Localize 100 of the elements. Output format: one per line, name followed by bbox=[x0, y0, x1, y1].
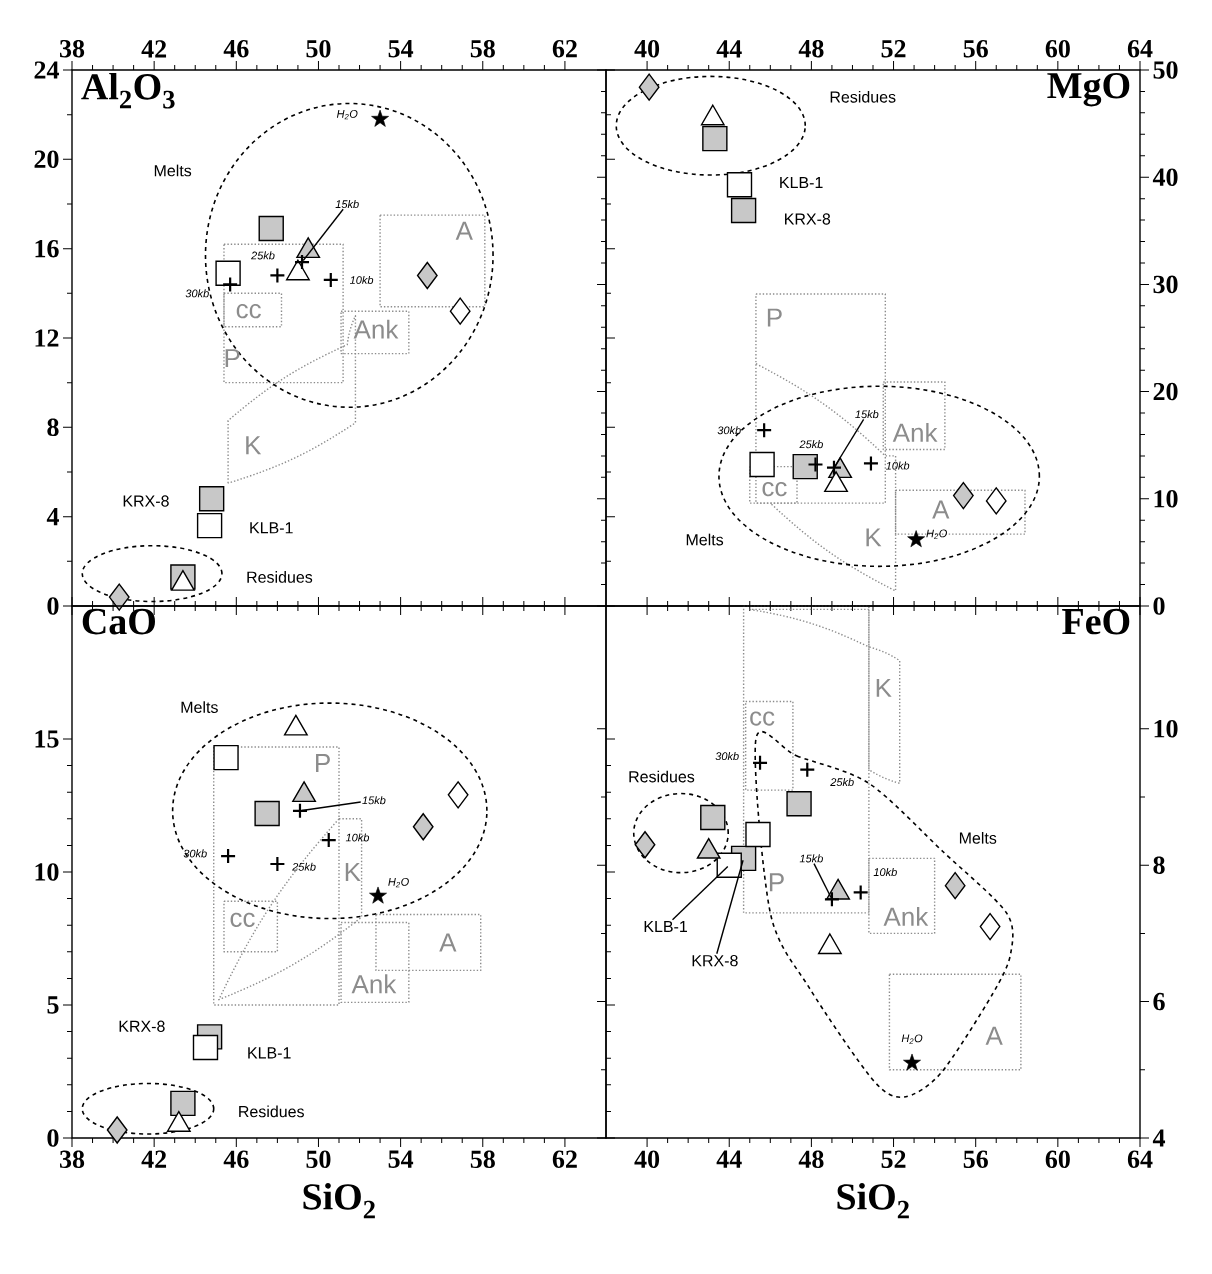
annotation: P bbox=[316, 753, 330, 772]
point bbox=[823, 891, 841, 908]
y-tick-label: 0 bbox=[47, 1129, 59, 1147]
annotation: 30kb bbox=[183, 849, 207, 858]
point bbox=[254, 800, 280, 827]
chart-title: CaO bbox=[82, 608, 155, 635]
y-tick-label: 40 bbox=[1152, 168, 1178, 186]
annotation: 30kb bbox=[717, 426, 741, 435]
x-tick-label: 48 bbox=[798, 39, 824, 58]
annotation: 25kb bbox=[830, 777, 854, 787]
point bbox=[700, 804, 726, 831]
annotation: KLB-1 bbox=[780, 177, 823, 189]
point bbox=[371, 109, 389, 127]
point bbox=[907, 530, 925, 548]
point bbox=[293, 253, 311, 271]
x-axis-title: SiO$_{2}$ bbox=[303, 1182, 375, 1219]
annotation: KLB-1 bbox=[644, 921, 687, 933]
x-tick-label: 48 bbox=[798, 1150, 824, 1169]
y-tick-label: 20 bbox=[1153, 382, 1178, 401]
chart-title: MgO bbox=[1047, 72, 1130, 107]
x-tick-label: 58 bbox=[470, 39, 495, 58]
annotation: cc bbox=[750, 711, 775, 726]
y-tick-label: 5 bbox=[47, 996, 59, 1014]
x-tick-label: 50 bbox=[306, 39, 331, 58]
x-tick-label: 40 bbox=[634, 39, 660, 58]
annotation: A bbox=[932, 500, 950, 519]
point bbox=[269, 855, 286, 873]
annotation: 25kb bbox=[292, 862, 316, 871]
x-axis-title: SiO$_{2}$ bbox=[837, 1182, 909, 1219]
annotation: KRX-8 bbox=[123, 495, 169, 507]
annotation: Ank bbox=[892, 422, 938, 442]
annotation: K bbox=[246, 436, 262, 455]
point bbox=[106, 1116, 128, 1144]
chart-title: FeO bbox=[1062, 608, 1130, 635]
annotation: KRX-8 bbox=[119, 1020, 165, 1032]
annotation: Melts bbox=[154, 164, 192, 177]
point bbox=[730, 197, 757, 224]
annotation: P bbox=[769, 873, 784, 892]
point bbox=[369, 886, 387, 904]
x-tick-label: 52 bbox=[881, 1150, 906, 1168]
annotation: 15kb bbox=[855, 410, 879, 419]
annotation: A bbox=[439, 933, 457, 952]
y-tick-label: 8 bbox=[1153, 856, 1165, 874]
y-tick-label: 24 bbox=[34, 61, 59, 79]
point bbox=[786, 791, 812, 817]
point bbox=[322, 271, 339, 289]
point bbox=[192, 1034, 219, 1061]
point bbox=[634, 831, 656, 859]
annotation: KRX-8 bbox=[785, 213, 831, 225]
annotation: 30kb bbox=[185, 289, 209, 298]
x-tick-label: 62 bbox=[552, 1150, 577, 1168]
point bbox=[751, 754, 769, 771]
y-tick-label: 6 bbox=[1153, 992, 1165, 1011]
point bbox=[825, 459, 843, 476]
annotation: KLB-1 bbox=[248, 1047, 291, 1059]
annotation: 30kb bbox=[715, 752, 739, 761]
y-tick-label: 4 bbox=[46, 508, 59, 526]
point bbox=[716, 852, 742, 878]
x-tick-label: 62 bbox=[552, 39, 577, 58]
x-tick-label: 46 bbox=[223, 1150, 249, 1168]
y-tick-label: 20 bbox=[34, 150, 59, 169]
annotation: Melts bbox=[686, 533, 724, 546]
annotation: Ank bbox=[351, 974, 397, 994]
x-tick-label: 52 bbox=[881, 39, 906, 58]
point bbox=[756, 422, 773, 439]
x-tick-label: 54 bbox=[388, 1150, 414, 1168]
x-tick-label: 44 bbox=[716, 40, 742, 58]
point bbox=[944, 871, 966, 900]
annotation: Residues bbox=[629, 770, 695, 783]
x-tick-label: 42 bbox=[141, 40, 167, 58]
point bbox=[170, 1090, 196, 1117]
annotation: A bbox=[985, 1026, 1003, 1045]
annotation: K bbox=[345, 863, 361, 881]
point bbox=[807, 456, 824, 473]
y-tick-label: 10 bbox=[1154, 719, 1178, 738]
x-tick-label: 54 bbox=[388, 40, 414, 58]
y-tick-label: 15 bbox=[35, 730, 59, 748]
annotation: cc bbox=[762, 482, 787, 497]
annotation: K bbox=[876, 678, 892, 697]
annotation: Residues bbox=[830, 90, 896, 103]
x-tick-label: 38 bbox=[59, 39, 85, 58]
x-tick-label: 56 bbox=[963, 39, 988, 58]
annotation: P bbox=[767, 308, 782, 327]
point bbox=[862, 455, 880, 472]
point bbox=[447, 781, 469, 809]
y-tick-label: 10 bbox=[35, 863, 59, 881]
x-tick-label: 50 bbox=[306, 1150, 331, 1169]
y-tick-label: 0 bbox=[1153, 597, 1165, 615]
point bbox=[412, 813, 434, 841]
annotation: 10kb bbox=[345, 833, 370, 842]
point bbox=[985, 487, 1007, 515]
annotation: cc bbox=[236, 304, 261, 319]
annotation: 25kb bbox=[799, 440, 823, 449]
annotation: K bbox=[866, 528, 882, 547]
annotation: Ank bbox=[353, 319, 399, 339]
y-tick-label: 30 bbox=[1153, 275, 1178, 294]
annotation: 15kb bbox=[799, 854, 823, 863]
annotation: H$_{2}$O bbox=[926, 529, 947, 539]
annotation: 10kb bbox=[873, 867, 897, 877]
annotation: 25kb bbox=[251, 251, 275, 260]
